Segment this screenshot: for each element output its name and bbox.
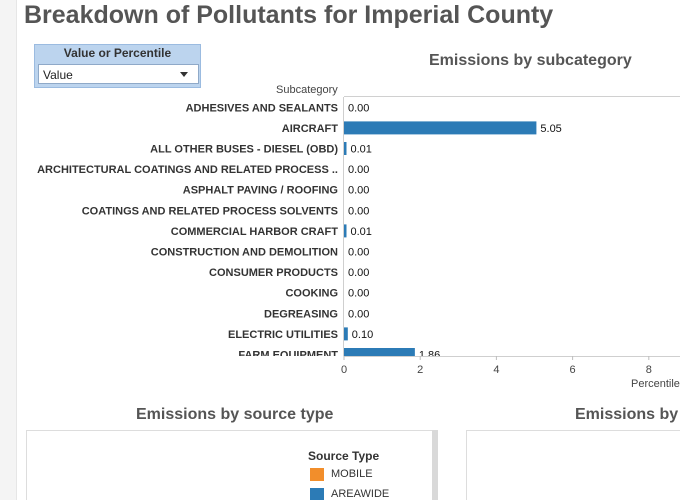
parameter-label: Value or Percentile (63, 46, 172, 60)
category-label: COOKING (285, 288, 338, 300)
x-tick-label: 4 (493, 364, 499, 376)
category-label: ELECTRIC UTILITIES (228, 329, 338, 341)
category-label: CONSUMER PRODUCTS (209, 267, 338, 279)
page-title: Breakdown of Pollutants for Imperial Cou… (24, 1, 554, 29)
source-type-panel (26, 430, 438, 500)
data-label: 0.10 (352, 329, 373, 341)
subcategory-bar-chart: ADHESIVES AND SEALANTS 0.00 AIRCRAFT 5.05 AL… (37, 96, 680, 376)
data-label: 0.00 (348, 308, 369, 320)
legend-swatch (310, 468, 324, 481)
data-label: 0.00 (348, 185, 369, 197)
legend-label: MOBILE (331, 468, 373, 480)
bar-rows-group: ADHESIVES AND SEALANTS 0.00 AIRCRAFT 5.05 AL… (37, 102, 562, 362)
data-label: 0.00 (348, 267, 369, 279)
value-percentile-parameter: Value or Percentile Value (34, 44, 201, 88)
category-label: COMMERCIAL HARBOR CRAFT (171, 226, 339, 238)
category-label: COATINGS AND RELATED PROCESS SOLVENTS (82, 205, 338, 217)
third-chart-panel (466, 430, 680, 500)
data-label: 5.05 (540, 123, 561, 135)
x-tick-label: 8 (646, 364, 652, 376)
x-tick-label: 6 (570, 364, 576, 376)
category-label: CONSTRUCTION AND DEMOLITION (151, 247, 338, 259)
bar (344, 142, 347, 155)
bar (344, 224, 347, 238)
data-label: 0.01 (351, 226, 372, 238)
data-label: 0.00 (348, 205, 369, 217)
third-chart-title: Emissions by c (575, 406, 680, 423)
category-label: ASPHALT PAVING / ROOFING (183, 185, 338, 197)
category-label: ADHESIVES AND SEALANTS (186, 102, 338, 114)
category-label: DEGREASING (264, 308, 338, 320)
bar (344, 121, 537, 135)
source-type-scrollbar[interactable] (432, 430, 438, 500)
category-label: AIRCRAFT (282, 123, 338, 135)
data-label: 1.86 (419, 350, 440, 362)
chevron-down-icon (180, 72, 188, 77)
legend-swatch (310, 488, 324, 500)
data-label: 0.00 (348, 247, 369, 259)
dropdown-selected-value: Value (43, 68, 73, 82)
x-tick-label: 0 (341, 364, 347, 376)
data-label: 0.00 (348, 288, 369, 300)
data-label: 0.00 (348, 164, 369, 176)
source-type-chart-title: Emissions by source type (136, 406, 334, 423)
value-percentile-dropdown[interactable]: Value (38, 64, 199, 84)
category-label: ARCHITECTURAL COATINGS AND RELATED PROCE… (37, 164, 338, 176)
category-label: FARM EQUIPMENT (238, 350, 338, 362)
x-axis-title: Percentile (631, 378, 680, 390)
left-edge-panel (0, 0, 17, 500)
legend-label: AREAWIDE (331, 488, 390, 500)
category-label: ALL OTHER BUSES - DIESEL (OBD) (150, 144, 338, 156)
bar (344, 348, 415, 356)
x-tick-label: 2 (417, 364, 423, 376)
subcategory-chart-title: Emissions by subcategory (429, 52, 632, 69)
legend-title: Source Type (308, 449, 380, 463)
data-label: 0.00 (348, 102, 369, 114)
subcategory-row-header: Subcategory (276, 84, 338, 96)
data-label: 0.01 (351, 144, 372, 156)
bar (344, 327, 348, 341)
